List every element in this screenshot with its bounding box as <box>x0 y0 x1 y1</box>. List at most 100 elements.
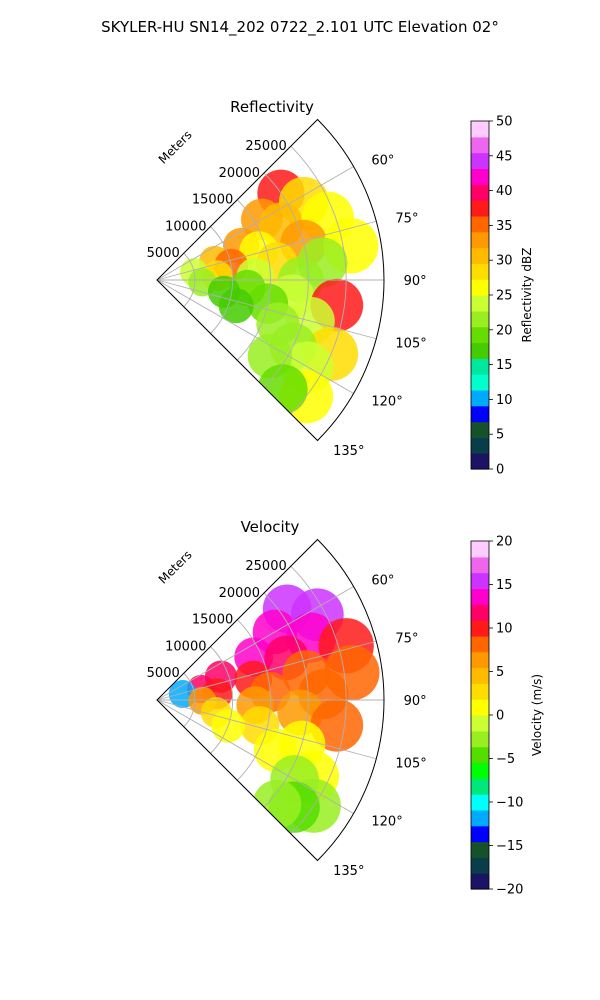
azimuth-tick-label: 90° <box>404 274 427 289</box>
azimuth-spoke <box>156 220 377 281</box>
azimuth-tick-label: 135° <box>333 444 364 459</box>
colorbar-tick-label: 20 <box>496 323 513 338</box>
colorbar-band <box>471 809 489 827</box>
azimuth-spoke <box>156 166 354 281</box>
range-tick-label: 5000 <box>147 246 180 261</box>
range-tick-label: 20000 <box>219 166 260 181</box>
azimuth-tick-label: 75° <box>395 632 418 647</box>
colorbar-band <box>471 326 489 344</box>
colorbar-tick-label: −20 <box>496 883 523 898</box>
colorbar-tick-label: 0 <box>496 709 504 724</box>
colorbar-band <box>471 715 489 732</box>
colorbar-tick-label: 40 <box>496 184 513 199</box>
colorbar-band <box>471 730 489 748</box>
azimuth-tick-label: 120° <box>371 814 402 829</box>
colorbar-band <box>471 572 489 590</box>
azimuth-spoke <box>156 699 354 814</box>
figure-title: SKYLER-HU SN14_202 0722_2.101 UTC Elevat… <box>101 18 499 37</box>
colorbar-band <box>471 794 489 811</box>
azimuth-spoke <box>156 586 354 701</box>
colorbar-band <box>471 295 489 312</box>
colorbar-band <box>471 635 489 653</box>
colorbar-band <box>471 279 489 296</box>
colorbar-band <box>471 857 489 874</box>
velocity-range-label: Meters <box>156 548 195 587</box>
azimuth-tick-label: 105° <box>395 756 426 771</box>
colorbar-band <box>471 667 489 684</box>
colorbar-tick-label: −5 <box>496 752 515 767</box>
colorbar-tick-label: 30 <box>496 254 513 269</box>
colorbar-band <box>471 421 489 438</box>
colorbar-tick-label: 15 <box>496 358 513 373</box>
range-tick-label: 15000 <box>192 193 233 208</box>
azimuth-tick-label: 105° <box>395 336 426 351</box>
range-tick-label: 15000 <box>192 613 233 628</box>
colorbar-tick-label: 0 <box>496 463 504 478</box>
colorbar-band <box>471 841 489 858</box>
velocity-panel: Velocity 5000 10000 15000 20000 25000 60° 75° 9… <box>147 518 544 898</box>
colorbar-band <box>471 699 489 716</box>
colorbar-band <box>471 651 489 669</box>
reflectivity-colorbar-label: Reflectivity dBZ <box>520 248 534 343</box>
colorbar-tick-label: 5 <box>496 428 504 443</box>
colorbar-band <box>471 762 489 779</box>
echo-patch <box>218 288 254 324</box>
colorbar-band <box>471 873 489 890</box>
echo-patch <box>252 779 302 829</box>
colorbar-band <box>471 310 489 328</box>
colorbar-band <box>471 342 489 359</box>
colorbar-band <box>471 152 489 170</box>
colorbar-tick-label: 45 <box>496 149 513 164</box>
echo-field <box>168 584 380 833</box>
colorbar-band <box>471 184 489 201</box>
colorbar-band <box>471 358 489 375</box>
reflectivity-title: Reflectivity <box>230 98 314 116</box>
reflectivity-sector: 5000 10000 15000 20000 25000 60° 75° 90° 105° 120… <box>147 118 427 459</box>
sector-outline <box>156 538 385 862</box>
azimuth-tick-label: 60° <box>371 154 394 169</box>
colorbar-band <box>471 683 489 700</box>
azimuth-tick-label: 75° <box>395 212 418 227</box>
velocity-colorbar: −20 −15 −10 −5 0 5 10 15 20 <box>470 535 523 898</box>
range-tick-label: 5000 <box>147 666 180 681</box>
colorbar-band <box>471 405 489 423</box>
colorbar-tick-label: −15 <box>496 839 523 854</box>
colorbar-band <box>471 556 489 574</box>
colorbar-tick-label: 50 <box>496 115 513 130</box>
colorbar-tick-label: 25 <box>496 289 513 304</box>
colorbar-band <box>471 620 489 637</box>
colorbar-band <box>471 541 489 558</box>
colorbar-band <box>471 825 489 843</box>
azimuth-spoke <box>156 699 377 760</box>
echo-patch <box>257 364 308 415</box>
azimuth-spoke <box>156 279 354 394</box>
reflectivity-panel: Reflectivity 5000 10000 15000 20000 25000 60°… <box>147 98 534 478</box>
colorbar-band <box>471 200 489 217</box>
azimuth-tick-label: 120° <box>371 394 402 409</box>
colorbar-tick-label: 35 <box>496 219 513 234</box>
range-tick-label: 25000 <box>245 559 286 574</box>
colorbar-band <box>471 121 489 138</box>
colorbar-band <box>471 263 489 280</box>
colorbar-tick-label: 20 <box>496 535 513 550</box>
range-tick-label: 25000 <box>245 139 286 154</box>
colorbar-tick-label: 15 <box>496 578 513 593</box>
colorbar-band <box>471 374 489 391</box>
colorbar-band <box>471 215 489 233</box>
colorbar-band <box>471 231 489 249</box>
velocity-title: Velocity <box>241 518 300 536</box>
colorbar-tick-label: 5 <box>496 665 504 680</box>
colorbar-tick-label: 10 <box>496 622 513 637</box>
range-tick-label: 10000 <box>165 639 206 654</box>
azimuth-spoke <box>156 640 377 701</box>
azimuth-tick-label: 90° <box>404 694 427 709</box>
colorbar-band <box>471 746 489 764</box>
colorbar-tick-label: −10 <box>496 796 523 811</box>
reflectivity-colorbar: 0 5 10 15 20 25 30 35 40 45 50 <box>470 115 513 478</box>
velocity-sector: 5000 10000 15000 20000 25000 60° 75° 90° 105° 120… <box>147 538 427 879</box>
velocity-colorbar-label: Velocity (m/s) <box>530 674 544 756</box>
sector-outline <box>156 118 385 442</box>
colorbar-band <box>471 453 489 470</box>
azimuth-spoke <box>156 279 377 340</box>
